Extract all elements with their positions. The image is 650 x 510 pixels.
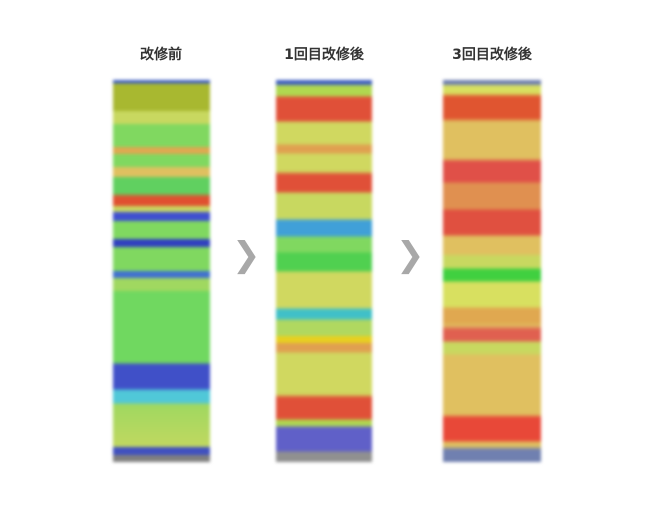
panel-title: 1回目改修後: [284, 47, 364, 63]
chevron-right-icon: ❯: [232, 235, 261, 275]
panel-title: 3回目改修後: [452, 47, 532, 63]
heatmap-after-3: [443, 80, 541, 462]
heatmap-before: [113, 80, 210, 462]
chevron-right-icon: ❯: [396, 235, 425, 275]
heatmap-after-1: [276, 80, 372, 462]
panel-title: 改修前: [140, 47, 182, 63]
